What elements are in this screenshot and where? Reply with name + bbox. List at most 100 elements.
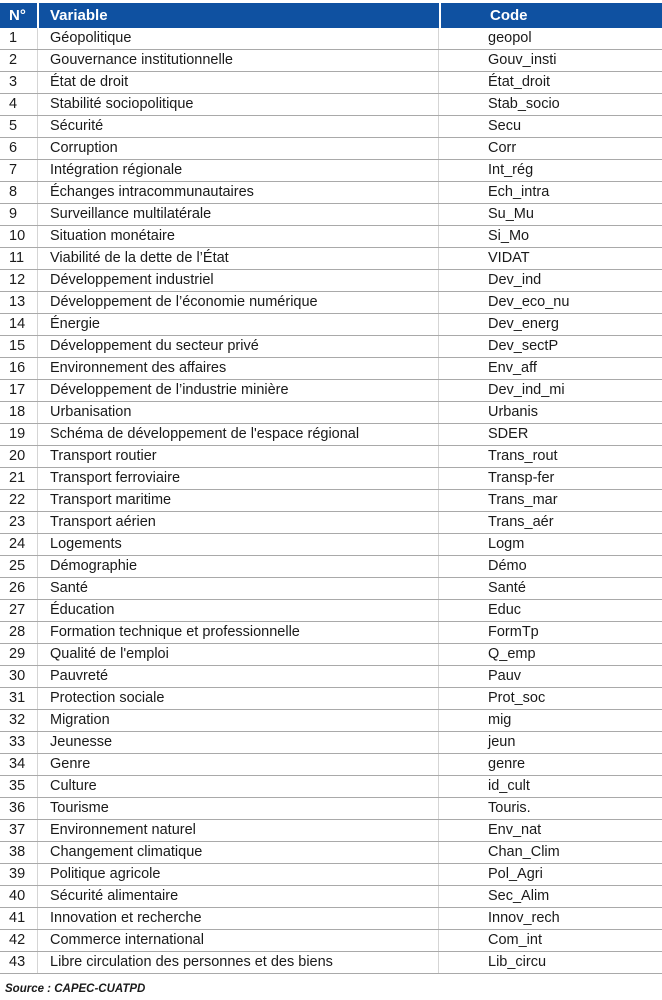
cell-variable: Schéma de développement de l'espace régi… — [38, 424, 439, 445]
table-row: 11 Viabilité de la dette de l’État VIDAT — [0, 248, 662, 270]
cell-num: 42 — [0, 930, 38, 951]
cell-variable: Transport aérien — [38, 512, 439, 533]
table-row: 27 Éducation Educ — [0, 600, 662, 622]
cell-variable: Développement industriel — [38, 270, 439, 291]
cell-variable: Intégration régionale — [38, 160, 439, 181]
cell-variable: Viabilité de la dette de l’État — [38, 248, 439, 269]
cell-code: geopol — [488, 30, 532, 46]
cell-code: Dev_ind — [488, 272, 542, 288]
cell-code: Logm — [488, 536, 525, 552]
cell-variable: Développement de l’industrie minière — [38, 380, 439, 401]
table-row: 33 Jeunesse jeun — [0, 732, 662, 754]
cell-code: Trans_aér — [488, 514, 554, 530]
cell-num: 25 — [0, 556, 38, 577]
header-cell-variable: Variable — [39, 3, 439, 28]
cell-variable: Santé — [38, 578, 439, 599]
cell-num: 39 — [0, 864, 38, 885]
cell-num: 18 — [0, 402, 38, 423]
cell-code: Transp-fer — [488, 470, 555, 486]
cell-num: 32 — [0, 710, 38, 731]
cell-num: 13 — [0, 292, 38, 313]
cell-num: 37 — [0, 820, 38, 841]
table-row: 38 Changement climatique Chan_Clim — [0, 842, 662, 864]
cell-code: Urbanis — [488, 404, 538, 420]
cell-code: Com_int — [488, 932, 542, 948]
cell-variable: Géopolitique — [38, 28, 439, 49]
table-row: 43 Libre circulation des personnes et de… — [0, 952, 662, 974]
table-row: 13 Développement de l’économie numérique… — [0, 292, 662, 314]
table-row: 1 Géopolitique geopol — [0, 28, 662, 50]
cell-code: Santé — [488, 580, 526, 596]
cell-num: 5 — [0, 116, 38, 137]
cell-variable: Démographie — [38, 556, 439, 577]
cell-code: Sec_Alim — [488, 888, 550, 904]
cell-num: 38 — [0, 842, 38, 863]
cell-num: 12 — [0, 270, 38, 291]
cell-variable: Commerce international — [38, 930, 439, 951]
table-row: 24 Logements Logm — [0, 534, 662, 556]
cell-num: 24 — [0, 534, 38, 555]
table-row: 28 Formation technique et professionnell… — [0, 622, 662, 644]
table-row: 19 Schéma de développement de l'espace r… — [0, 424, 662, 446]
table-row: 4 Stabilité sociopolitique Stab_socio — [0, 94, 662, 116]
cell-variable: Formation technique et professionnelle — [38, 622, 439, 643]
table-row: 2 Gouvernance institutionnelle Gouv_inst… — [0, 50, 662, 72]
cell-num: 2 — [0, 50, 38, 71]
cell-code: Chan_Clim — [488, 844, 560, 860]
table-row: 15 Développement du secteur privé Dev_se… — [0, 336, 662, 358]
table-row: 30 Pauvreté Pauv — [0, 666, 662, 688]
cell-num: 31 — [0, 688, 38, 709]
table-row: 25 Démographie Démo — [0, 556, 662, 578]
cell-num: 35 — [0, 776, 38, 797]
cell-num: 29 — [0, 644, 38, 665]
cell-code: Pauv — [488, 668, 522, 684]
table-row: 18 Urbanisation Urbanis — [0, 402, 662, 424]
cell-num: 15 — [0, 336, 38, 357]
cell-num: 3 — [0, 72, 38, 93]
cell-variable: Développement de l’économie numérique — [38, 292, 439, 313]
cell-variable: Sécurité alimentaire — [38, 886, 439, 907]
cell-num: 6 — [0, 138, 38, 159]
table-row: 42 Commerce international Com_int — [0, 930, 662, 952]
table-row: 21 Transport ferroviaire Transp-fer — [0, 468, 662, 490]
cell-code: SDER — [488, 426, 529, 442]
cell-code: Int_rég — [488, 162, 534, 178]
cell-variable: Transport routier — [38, 446, 439, 467]
cell-variable: Énergie — [38, 314, 439, 335]
cell-num: 41 — [0, 908, 38, 929]
table-row: 22 Transport maritime Trans_mar — [0, 490, 662, 512]
cell-num: 8 — [0, 182, 38, 203]
table-row: 31 Protection sociale Prot_soc — [0, 688, 662, 710]
cell-variable: Innovation et recherche — [38, 908, 439, 929]
cell-num: 30 — [0, 666, 38, 687]
table-row: 37 Environnement naturel Env_nat — [0, 820, 662, 842]
table-row: 14 Énergie Dev_energ — [0, 314, 662, 336]
cell-code: Dev_energ — [488, 316, 559, 332]
cell-code: Touris. — [488, 800, 531, 816]
cell-variable: Protection sociale — [38, 688, 439, 709]
table-row: 5 Sécurité Secu — [0, 116, 662, 138]
cell-code: mig — [488, 712, 512, 728]
cell-code: Trans_mar — [488, 492, 558, 508]
cell-variable: Migration — [38, 710, 439, 731]
cell-variable: Situation monétaire — [38, 226, 439, 247]
cell-code: Lib_circu — [488, 954, 547, 970]
cell-variable: Sécurité — [38, 116, 439, 137]
cell-variable: Environnement des affaires — [38, 358, 439, 379]
cell-variable: Libre circulation des personnes et des b… — [38, 952, 439, 973]
cell-code: Secu — [488, 118, 522, 134]
cell-variable: Éducation — [38, 600, 439, 621]
cell-variable: Jeunesse — [38, 732, 439, 753]
cell-num: 16 — [0, 358, 38, 379]
table-row: 40 Sécurité alimentaire Sec_Alim — [0, 886, 662, 908]
cell-variable: Transport ferroviaire — [38, 468, 439, 489]
header-cell-code: Code — [441, 3, 662, 28]
cell-num: 20 — [0, 446, 38, 467]
cell-code: Démo — [488, 558, 527, 574]
table-body: 1 Géopolitique geopol 2 Gouvernance inst… — [0, 28, 662, 974]
cell-num: 22 — [0, 490, 38, 511]
cell-code: Prot_soc — [488, 690, 546, 706]
table-row: 36 Tourisme Touris. — [0, 798, 662, 820]
cell-num: 17 — [0, 380, 38, 401]
